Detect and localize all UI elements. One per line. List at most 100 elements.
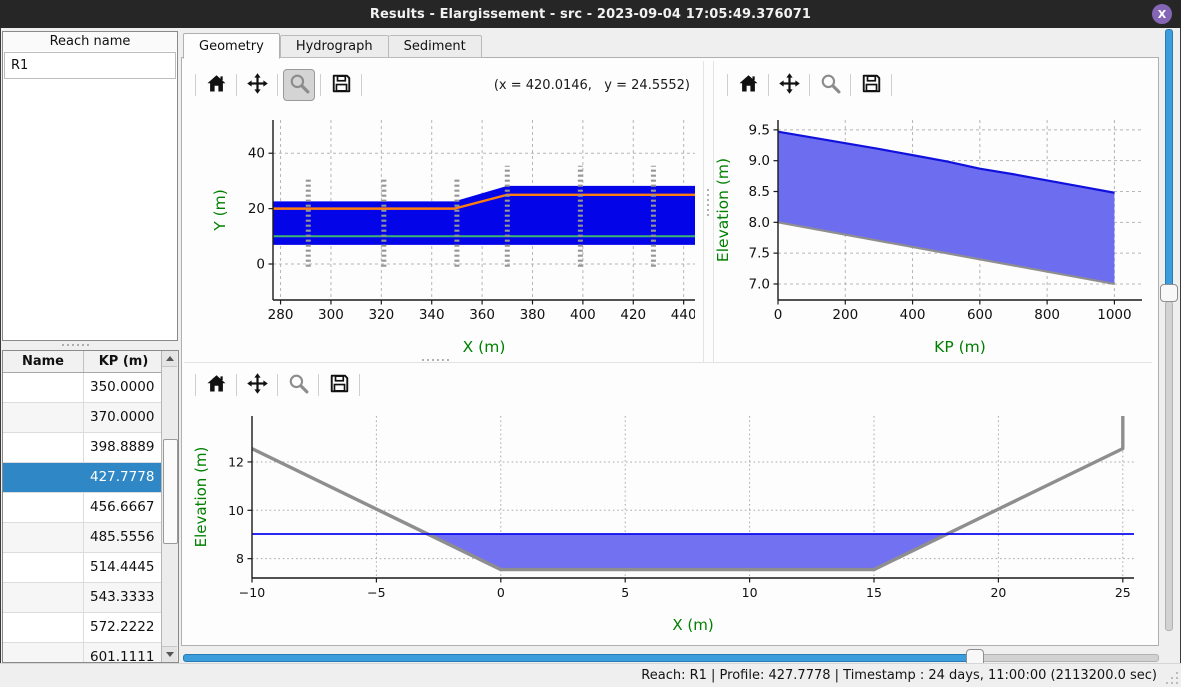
profile-slider[interactable] bbox=[1160, 29, 1178, 631]
table-row[interactable]: 427.7778 bbox=[3, 463, 178, 493]
svg-text:420: 420 bbox=[620, 307, 646, 323]
column-header-kp[interactable]: KP (m) bbox=[98, 354, 149, 369]
svg-text:KP (m): KP (m) bbox=[934, 338, 986, 356]
tab-bar: Geometry Hydrograph Sediment bbox=[183, 33, 482, 59]
name-cell[interactable] bbox=[3, 463, 84, 492]
geometry-tab-panel: (x = 420.0146, y = 24.5552) 280 300 320 340… bbox=[181, 57, 1159, 646]
table-row[interactable]: 601.1111 bbox=[3, 643, 178, 663]
timestamp-slider-filled bbox=[183, 654, 971, 662]
save-button[interactable] bbox=[324, 370, 354, 400]
resize-grip-icon[interactable] bbox=[1166, 672, 1178, 684]
scroll-up-arrow-icon[interactable] bbox=[162, 351, 177, 367]
name-cell[interactable] bbox=[3, 403, 84, 432]
titlebar[interactable]: Results - Elargissement - src - 2023-09-… bbox=[0, 0, 1181, 28]
tab-sediment[interactable]: Sediment bbox=[388, 35, 482, 58]
svg-text:1000: 1000 bbox=[1097, 307, 1131, 323]
name-cell[interactable] bbox=[3, 583, 84, 612]
profile-table-body: 350.0000 370.0000 398.8889 427.7778 456.6667… bbox=[3, 373, 178, 663]
kp-cell[interactable]: 514.4445 bbox=[90, 559, 155, 575]
tab-geometry[interactable]: Geometry bbox=[183, 33, 280, 59]
profile-table[interactable]: Name KP (m) 350.0000 370.0000 398.8889 427.… bbox=[2, 350, 179, 663]
scroll-down-arrow-icon[interactable] bbox=[162, 646, 177, 662]
status-text: Reach: R1 | Profile: 427.7778 | Timestam… bbox=[641, 668, 1157, 683]
svg-text:300: 300 bbox=[318, 307, 344, 323]
table-row[interactable]: 370.0000 bbox=[3, 403, 178, 433]
svg-text:Y (m): Y (m) bbox=[211, 189, 229, 232]
plan-view-toolbar: (x = 420.0146, y = 24.5552) bbox=[190, 68, 694, 102]
reach-list[interactable]: R1 bbox=[2, 51, 178, 341]
table-row[interactable]: 572.2222 bbox=[3, 613, 178, 643]
svg-text:15: 15 bbox=[866, 585, 882, 600]
save-button[interactable] bbox=[856, 70, 886, 100]
table-row[interactable]: 543.3333 bbox=[3, 583, 178, 613]
pan-button[interactable] bbox=[242, 70, 272, 100]
table-row[interactable]: 485.5556 bbox=[3, 523, 178, 553]
svg-text:280: 280 bbox=[268, 307, 294, 323]
kp-cell[interactable]: 350.0000 bbox=[90, 379, 155, 395]
home-button[interactable] bbox=[201, 370, 231, 400]
tab-hydrograph[interactable]: Hydrograph bbox=[279, 35, 389, 58]
svg-text:9.0: 9.0 bbox=[749, 153, 770, 169]
save-icon bbox=[861, 73, 882, 98]
table-row[interactable]: 350.0000 bbox=[3, 373, 178, 403]
toolbar-separator bbox=[320, 74, 321, 96]
pan-button[interactable] bbox=[774, 70, 804, 100]
kp-cell[interactable]: 427.7778 bbox=[90, 469, 155, 485]
sidebar-splitter-handle[interactable] bbox=[62, 344, 89, 346]
long-profile-chart[interactable]: 0 200 400 600 800 1000 7.0 7.5 8.0 8.5 9.0 9.5 KP (m… bbox=[708, 108, 1152, 362]
pan-icon bbox=[246, 72, 268, 98]
kp-cell[interactable]: 456.6667 bbox=[90, 499, 155, 515]
column-header-name[interactable]: Name bbox=[3, 351, 84, 372]
cross-section-chart[interactable]: −10 −5 0 5 10 15 20 25 8 10 12 X (m) Elevation (m) bbox=[188, 406, 1146, 640]
kp-cell[interactable]: 601.1111 bbox=[90, 649, 155, 663]
home-button[interactable] bbox=[201, 70, 231, 100]
table-row[interactable]: 398.8889 bbox=[3, 433, 178, 463]
home-button[interactable] bbox=[733, 70, 763, 100]
toolbar-separator bbox=[809, 74, 810, 96]
timestamp-slider-groove bbox=[975, 654, 1159, 662]
name-cell[interactable] bbox=[3, 493, 84, 522]
kp-cell[interactable]: 398.8889 bbox=[90, 439, 155, 455]
profile-slider-groove bbox=[1165, 301, 1173, 631]
svg-text:10: 10 bbox=[228, 503, 244, 518]
kp-cell[interactable]: 485.5556 bbox=[90, 529, 155, 545]
zoom-button[interactable] bbox=[283, 370, 313, 400]
table-scrollbar-thumb[interactable] bbox=[163, 439, 178, 544]
timestamp-slider[interactable] bbox=[183, 649, 1159, 667]
zoom-button[interactable] bbox=[283, 69, 315, 101]
toolbar-separator bbox=[768, 74, 769, 96]
pane-divider-horizontal bbox=[184, 362, 1152, 363]
kp-cell[interactable]: 543.3333 bbox=[90, 589, 155, 605]
home-icon bbox=[738, 73, 759, 98]
plan-view-chart[interactable]: 280 300 320 340 360 380 400 420 440 0 20 40 X (m) Y (… bbox=[187, 108, 697, 362]
bottom-splitter-handle[interactable] bbox=[422, 359, 449, 361]
table-row[interactable]: 456.6667 bbox=[3, 493, 178, 523]
svg-text:0: 0 bbox=[497, 585, 505, 600]
name-cell[interactable] bbox=[3, 523, 84, 552]
kp-cell[interactable]: 370.0000 bbox=[90, 409, 155, 425]
svg-text:340: 340 bbox=[419, 307, 445, 323]
name-cell[interactable] bbox=[3, 433, 84, 462]
svg-text:−5: −5 bbox=[367, 585, 385, 600]
pan-icon bbox=[778, 72, 800, 98]
table-scrollbar[interactable] bbox=[161, 351, 178, 662]
pan-button[interactable] bbox=[242, 370, 272, 400]
top-splitter-handle[interactable] bbox=[707, 189, 709, 216]
name-cell[interactable] bbox=[3, 613, 84, 642]
save-button[interactable] bbox=[326, 70, 356, 100]
zoom-button[interactable] bbox=[815, 70, 845, 100]
name-cell[interactable] bbox=[3, 643, 84, 662]
close-button[interactable]: X bbox=[1152, 4, 1172, 24]
svg-text:40: 40 bbox=[248, 146, 265, 162]
table-row[interactable]: 514.4445 bbox=[3, 553, 178, 583]
svg-text:20: 20 bbox=[248, 201, 265, 217]
kp-cell[interactable]: 572.2222 bbox=[90, 619, 155, 635]
name-cell[interactable] bbox=[3, 553, 84, 582]
reach-list-item[interactable]: R1 bbox=[4, 52, 176, 79]
profile-slider-handle[interactable] bbox=[1160, 284, 1178, 302]
svg-text:320: 320 bbox=[368, 307, 394, 323]
toolbar-separator bbox=[850, 74, 851, 96]
cursor-coordinates: (x = 420.0146, y = 24.5552) bbox=[493, 77, 690, 93]
svg-text:8: 8 bbox=[236, 551, 244, 566]
name-cell[interactable] bbox=[3, 373, 84, 402]
